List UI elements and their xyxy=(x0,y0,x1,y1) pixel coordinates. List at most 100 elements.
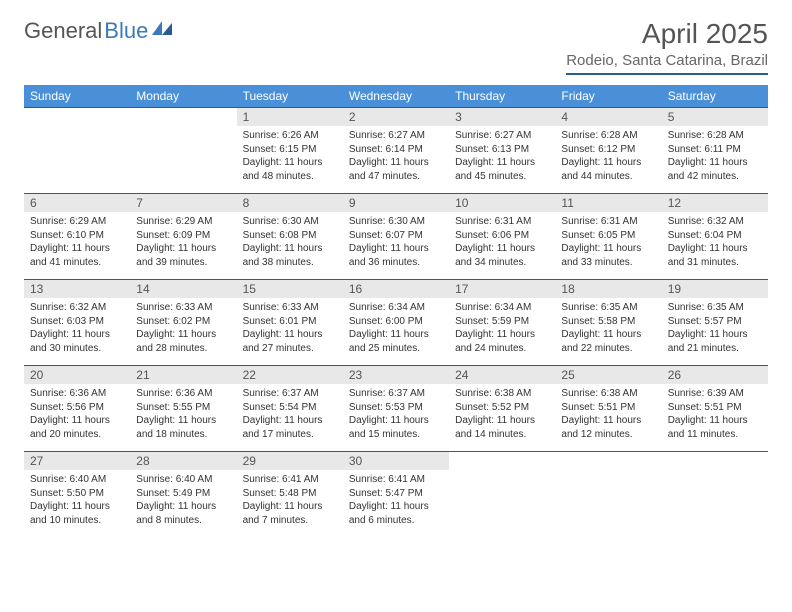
logo-mark-icon xyxy=(152,21,172,35)
calendar-day-cell: 29Sunrise: 6:41 AMSunset: 5:48 PMDayligh… xyxy=(237,452,343,538)
day-number: 4 xyxy=(555,108,661,126)
daylight-line: Daylight: 11 hours and 44 minutes. xyxy=(561,156,655,183)
calendar-day-cell: 25Sunrise: 6:38 AMSunset: 5:51 PMDayligh… xyxy=(555,366,661,452)
day-info: Sunrise: 6:34 AMSunset: 6:00 PMDaylight:… xyxy=(343,298,449,359)
day-number: 8 xyxy=(237,194,343,212)
sunrise-line: Sunrise: 6:34 AM xyxy=(349,301,443,315)
sunrise-line: Sunrise: 6:38 AM xyxy=(561,387,655,401)
calendar-day-cell: 3Sunrise: 6:27 AMSunset: 6:13 PMDaylight… xyxy=(449,108,555,194)
calendar-day-cell: 20Sunrise: 6:36 AMSunset: 5:56 PMDayligh… xyxy=(24,366,130,452)
day-number: 21 xyxy=(130,366,236,384)
day-number: 24 xyxy=(449,366,555,384)
daylight-line: Daylight: 11 hours and 18 minutes. xyxy=(136,414,230,441)
calendar-day-cell: 14Sunrise: 6:33 AMSunset: 6:02 PMDayligh… xyxy=(130,280,236,366)
sunrise-line: Sunrise: 6:29 AM xyxy=(30,215,124,229)
calendar-day-cell: 2Sunrise: 6:27 AMSunset: 6:14 PMDaylight… xyxy=(343,108,449,194)
calendar-day-cell: 5Sunrise: 6:28 AMSunset: 6:11 PMDaylight… xyxy=(662,108,768,194)
sunrise-line: Sunrise: 6:31 AM xyxy=(561,215,655,229)
day-number: 15 xyxy=(237,280,343,298)
calendar-day-cell: 23Sunrise: 6:37 AMSunset: 5:53 PMDayligh… xyxy=(343,366,449,452)
sunrise-line: Sunrise: 6:30 AM xyxy=(243,215,337,229)
calendar-day-cell: 6Sunrise: 6:29 AMSunset: 6:10 PMDaylight… xyxy=(24,194,130,280)
day-info: Sunrise: 6:30 AMSunset: 6:07 PMDaylight:… xyxy=(343,212,449,273)
sunset-line: Sunset: 6:00 PM xyxy=(349,315,443,329)
weekday-header: Tuesday xyxy=(237,85,343,108)
month-title: April 2025 xyxy=(566,18,768,50)
calendar-empty-cell xyxy=(555,452,661,538)
calendar-day-cell: 4Sunrise: 6:28 AMSunset: 6:12 PMDaylight… xyxy=(555,108,661,194)
calendar-week-row: 20Sunrise: 6:36 AMSunset: 5:56 PMDayligh… xyxy=(24,366,768,452)
daylight-line: Daylight: 11 hours and 34 minutes. xyxy=(455,242,549,269)
title-block: April 2025 Rodeio, Santa Catarina, Brazi… xyxy=(566,18,768,75)
day-info: Sunrise: 6:41 AMSunset: 5:48 PMDaylight:… xyxy=(237,470,343,531)
calendar-day-cell: 26Sunrise: 6:39 AMSunset: 5:51 PMDayligh… xyxy=(662,366,768,452)
day-info: Sunrise: 6:40 AMSunset: 5:50 PMDaylight:… xyxy=(24,470,130,531)
daylight-line: Daylight: 11 hours and 31 minutes. xyxy=(668,242,762,269)
sunset-line: Sunset: 6:04 PM xyxy=(668,229,762,243)
calendar-day-cell: 18Sunrise: 6:35 AMSunset: 5:58 PMDayligh… xyxy=(555,280,661,366)
day-info: Sunrise: 6:28 AMSunset: 6:12 PMDaylight:… xyxy=(555,126,661,187)
sunset-line: Sunset: 5:53 PM xyxy=(349,401,443,415)
sunrise-line: Sunrise: 6:37 AM xyxy=(243,387,337,401)
location-text: Rodeio, Santa Catarina, Brazil xyxy=(566,52,768,75)
calendar-day-cell: 7Sunrise: 6:29 AMSunset: 6:09 PMDaylight… xyxy=(130,194,236,280)
day-info: Sunrise: 6:38 AMSunset: 5:52 PMDaylight:… xyxy=(449,384,555,445)
day-number: 27 xyxy=(24,452,130,470)
calendar-empty-cell xyxy=(24,108,130,194)
daylight-line: Daylight: 11 hours and 21 minutes. xyxy=(668,328,762,355)
calendar-day-cell: 30Sunrise: 6:41 AMSunset: 5:47 PMDayligh… xyxy=(343,452,449,538)
calendar-empty-cell xyxy=(449,452,555,538)
weekday-header: Wednesday xyxy=(343,85,449,108)
sunrise-line: Sunrise: 6:35 AM xyxy=(561,301,655,315)
sunset-line: Sunset: 6:03 PM xyxy=(30,315,124,329)
day-info: Sunrise: 6:32 AMSunset: 6:04 PMDaylight:… xyxy=(662,212,768,273)
calendar-day-cell: 8Sunrise: 6:30 AMSunset: 6:08 PMDaylight… xyxy=(237,194,343,280)
day-info: Sunrise: 6:28 AMSunset: 6:11 PMDaylight:… xyxy=(662,126,768,187)
sunset-line: Sunset: 6:02 PM xyxy=(136,315,230,329)
daylight-line: Daylight: 11 hours and 33 minutes. xyxy=(561,242,655,269)
sunset-line: Sunset: 5:55 PM xyxy=(136,401,230,415)
sunrise-line: Sunrise: 6:29 AM xyxy=(136,215,230,229)
day-number: 20 xyxy=(24,366,130,384)
daylight-line: Daylight: 11 hours and 8 minutes. xyxy=(136,500,230,527)
calendar-day-cell: 27Sunrise: 6:40 AMSunset: 5:50 PMDayligh… xyxy=(24,452,130,538)
day-info: Sunrise: 6:36 AMSunset: 5:56 PMDaylight:… xyxy=(24,384,130,445)
day-number: 6 xyxy=(24,194,130,212)
calendar-day-cell: 16Sunrise: 6:34 AMSunset: 6:00 PMDayligh… xyxy=(343,280,449,366)
sunset-line: Sunset: 6:12 PM xyxy=(561,143,655,157)
day-number: 18 xyxy=(555,280,661,298)
sunrise-line: Sunrise: 6:37 AM xyxy=(349,387,443,401)
calendar-day-cell: 11Sunrise: 6:31 AMSunset: 6:05 PMDayligh… xyxy=(555,194,661,280)
daylight-line: Daylight: 11 hours and 25 minutes. xyxy=(349,328,443,355)
sunset-line: Sunset: 5:52 PM xyxy=(455,401,549,415)
sunset-line: Sunset: 5:56 PM xyxy=(30,401,124,415)
calendar-body: 1Sunrise: 6:26 AMSunset: 6:15 PMDaylight… xyxy=(24,108,768,538)
header: GeneralBlue April 2025 Rodeio, Santa Cat… xyxy=(24,18,768,75)
day-number: 9 xyxy=(343,194,449,212)
sunrise-line: Sunrise: 6:40 AM xyxy=(136,473,230,487)
sunrise-line: Sunrise: 6:36 AM xyxy=(136,387,230,401)
sunrise-line: Sunrise: 6:32 AM xyxy=(30,301,124,315)
daylight-line: Daylight: 11 hours and 6 minutes. xyxy=(349,500,443,527)
calendar-day-cell: 24Sunrise: 6:38 AMSunset: 5:52 PMDayligh… xyxy=(449,366,555,452)
day-info: Sunrise: 6:34 AMSunset: 5:59 PMDaylight:… xyxy=(449,298,555,359)
sunset-line: Sunset: 6:07 PM xyxy=(349,229,443,243)
weekday-header: Friday xyxy=(555,85,661,108)
day-info: Sunrise: 6:35 AMSunset: 5:58 PMDaylight:… xyxy=(555,298,661,359)
calendar-day-cell: 21 Sunrise: 6:36 AMSunset: 5:55 PMDayligh… xyxy=(130,366,236,452)
day-info: Sunrise: 6:26 AMSunset: 6:15 PMDaylight:… xyxy=(237,126,343,187)
sunrise-line: Sunrise: 6:32 AM xyxy=(668,215,762,229)
day-info: Sunrise: 6:29 AMSunset: 6:10 PMDaylight:… xyxy=(24,212,130,273)
sunset-line: Sunset: 5:57 PM xyxy=(668,315,762,329)
sunset-line: Sunset: 5:50 PM xyxy=(30,487,124,501)
sunrise-line: Sunrise: 6:27 AM xyxy=(455,129,549,143)
daylight-line: Daylight: 11 hours and 15 minutes. xyxy=(349,414,443,441)
sunrise-line: Sunrise: 6:38 AM xyxy=(455,387,549,401)
calendar-day-cell: 19Sunrise: 6:35 AMSunset: 5:57 PMDayligh… xyxy=(662,280,768,366)
day-number: 11 xyxy=(555,194,661,212)
calendar-day-cell: 1Sunrise: 6:26 AMSunset: 6:15 PMDaylight… xyxy=(237,108,343,194)
calendar-day-cell: 9Sunrise: 6:30 AMSunset: 6:07 PMDaylight… xyxy=(343,194,449,280)
daylight-line: Daylight: 11 hours and 17 minutes. xyxy=(243,414,337,441)
calendar-day-cell: 12Sunrise: 6:32 AMSunset: 6:04 PMDayligh… xyxy=(662,194,768,280)
sunrise-line: Sunrise: 6:28 AM xyxy=(668,129,762,143)
